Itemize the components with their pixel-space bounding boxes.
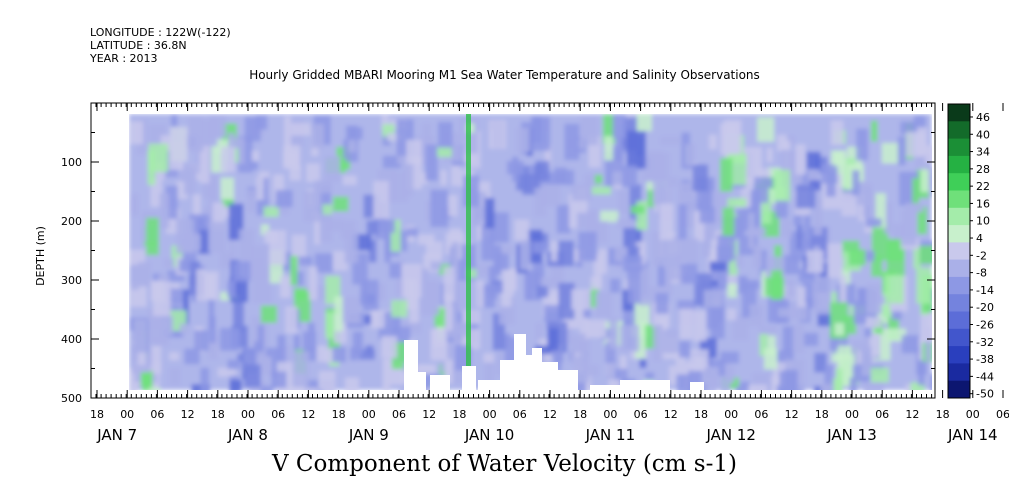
colorbar-level-label: 34 <box>976 146 990 159</box>
x-day-label: JAN 12 <box>705 426 756 444</box>
x-hour-label: 18 <box>936 408 950 421</box>
colorbar-swatch <box>948 346 970 364</box>
x-hour-label: 18 <box>573 408 587 421</box>
x-hour-label: 12 <box>301 408 315 421</box>
colorbar-swatch <box>948 138 970 157</box>
colorbar-swatch <box>948 328 970 347</box>
colorbar-level-label: 40 <box>976 128 990 141</box>
colorbar-swatch <box>948 173 970 191</box>
x-hour-label: 06 <box>754 408 768 421</box>
y-tick-label: 200 <box>61 215 82 228</box>
x-hour-label: 06 <box>271 408 285 421</box>
longitude-label: LONGITUDE : 122W(-122) <box>90 26 231 39</box>
x-day-label: JAN 10 <box>464 426 515 444</box>
x-axis-title: V Component of Water Velocity (cm s-1) <box>272 451 737 477</box>
x-hour-label: 00 <box>966 408 980 421</box>
y-tick-label: 100 <box>61 156 82 169</box>
x-day-label: JAN 7 <box>96 426 137 444</box>
x-hour-label: 06 <box>634 408 648 421</box>
colorbar-swatch <box>948 276 970 295</box>
chart-title: Hourly Gridded MBARI Mooring M1 Sea Wate… <box>249 68 760 82</box>
x-hour-label: 12 <box>543 408 557 421</box>
colorbar-level-label: -26 <box>976 319 994 332</box>
y-tick-label: 300 <box>61 274 82 287</box>
colorbar-level-label: -50 <box>976 388 994 401</box>
colorbar-swatch <box>948 259 970 278</box>
x-day-label: JAN 9 <box>348 426 389 444</box>
colorbar-level-label: -2 <box>976 249 987 262</box>
x-day-label: JAN 14 <box>947 426 998 444</box>
heatmap-field <box>129 114 932 390</box>
colorbar-swatch <box>948 104 970 122</box>
colorbar-level-label: 22 <box>976 180 990 193</box>
colorbar-level-label: 10 <box>976 215 990 228</box>
x-hour-label: 00 <box>603 408 617 421</box>
x-hour-label: 00 <box>241 408 255 421</box>
x-hour-label: 12 <box>785 408 799 421</box>
colorbar-level-label: 4 <box>976 232 983 245</box>
x-hour-label: 06 <box>150 408 164 421</box>
colorbar-level-label: 46 <box>976 111 990 124</box>
colorbar-level-label: 16 <box>976 197 990 210</box>
y-axis-title: DEPTH (m) <box>34 226 47 286</box>
colorbar-swatch <box>948 190 970 209</box>
x-axis-day-labels: JAN 7 JAN 8 JAN 9 JAN 10 JAN 11 JAN 12 JAN 13 J… <box>96 426 997 444</box>
x-day-label: JAN 13 <box>826 426 877 444</box>
colorbar-swatch <box>948 294 970 312</box>
x-hour-label: 12 <box>181 408 195 421</box>
x-hour-label: 12 <box>664 408 678 421</box>
x-hour-label: 18 <box>694 408 708 421</box>
x-hour-label: 18 <box>815 408 829 421</box>
y-tick-label: 500 <box>61 392 82 405</box>
x-hour-label: 06 <box>875 408 889 421</box>
colorbar-labels: 46 40 34 28 22 16 10 4 -2 -8 -14 -20 -26 -32 -38 -44 -50 <box>970 111 994 401</box>
y-tick-label: 400 <box>61 333 82 346</box>
x-hour-label: 00 <box>120 408 134 421</box>
colorbar-swatch <box>948 225 970 243</box>
x-hour-label: 00 <box>724 408 738 421</box>
y-axis-ticks <box>91 102 935 399</box>
colorbar-level-label: -44 <box>976 370 994 383</box>
x-day-label: JAN 11 <box>585 426 636 444</box>
x-hour-label: 18 <box>452 408 466 421</box>
x-axis-hour-labels: 18 00 06 12 18 00 06 12 18 00 06 12 18 00 06 12 18 00 06 12… <box>90 408 1009 421</box>
x-hour-label: 12 <box>422 408 436 421</box>
x-hour-label: 00 <box>845 408 859 421</box>
colorbar-swatch <box>948 311 970 330</box>
colorbar-level-label: -32 <box>976 336 994 349</box>
x-hour-label: 12 <box>905 408 919 421</box>
colorbar-level-label: -8 <box>976 267 987 280</box>
x-day-label: JAN 8 <box>227 426 268 444</box>
year-label: YEAR : 2013 <box>90 52 158 65</box>
x-hour-label: 06 <box>392 408 406 421</box>
colorbar-level-label: -38 <box>976 353 994 366</box>
x-axis-ticks <box>90 103 1004 398</box>
colorbar <box>947 103 971 399</box>
colorbar-level-label: 28 <box>976 163 990 176</box>
colorbar-swatch <box>948 207 970 226</box>
x-hour-label: 06 <box>513 408 527 421</box>
x-hour-label: 18 <box>211 408 225 421</box>
latitude-label: LATITUDE : 36.8N <box>90 39 187 52</box>
colorbar-swatch <box>948 155 970 174</box>
colorbar-swatch <box>948 363 970 382</box>
colorbar-swatch <box>948 242 970 261</box>
x-hour-label: 18 <box>90 408 104 421</box>
colorbar-level-label: -14 <box>976 284 994 297</box>
x-hour-label: 06 <box>996 408 1009 421</box>
x-hour-label: 18 <box>332 408 346 421</box>
x-hour-label: 00 <box>483 408 497 421</box>
colorbar-level-label: -20 <box>976 301 994 314</box>
colorbar-swatch <box>948 121 970 140</box>
y-axis-tick-labels: 100 200 300 400 500 <box>61 156 82 405</box>
x-hour-label: 00 <box>362 408 376 421</box>
colorbar-swatch <box>948 380 970 399</box>
